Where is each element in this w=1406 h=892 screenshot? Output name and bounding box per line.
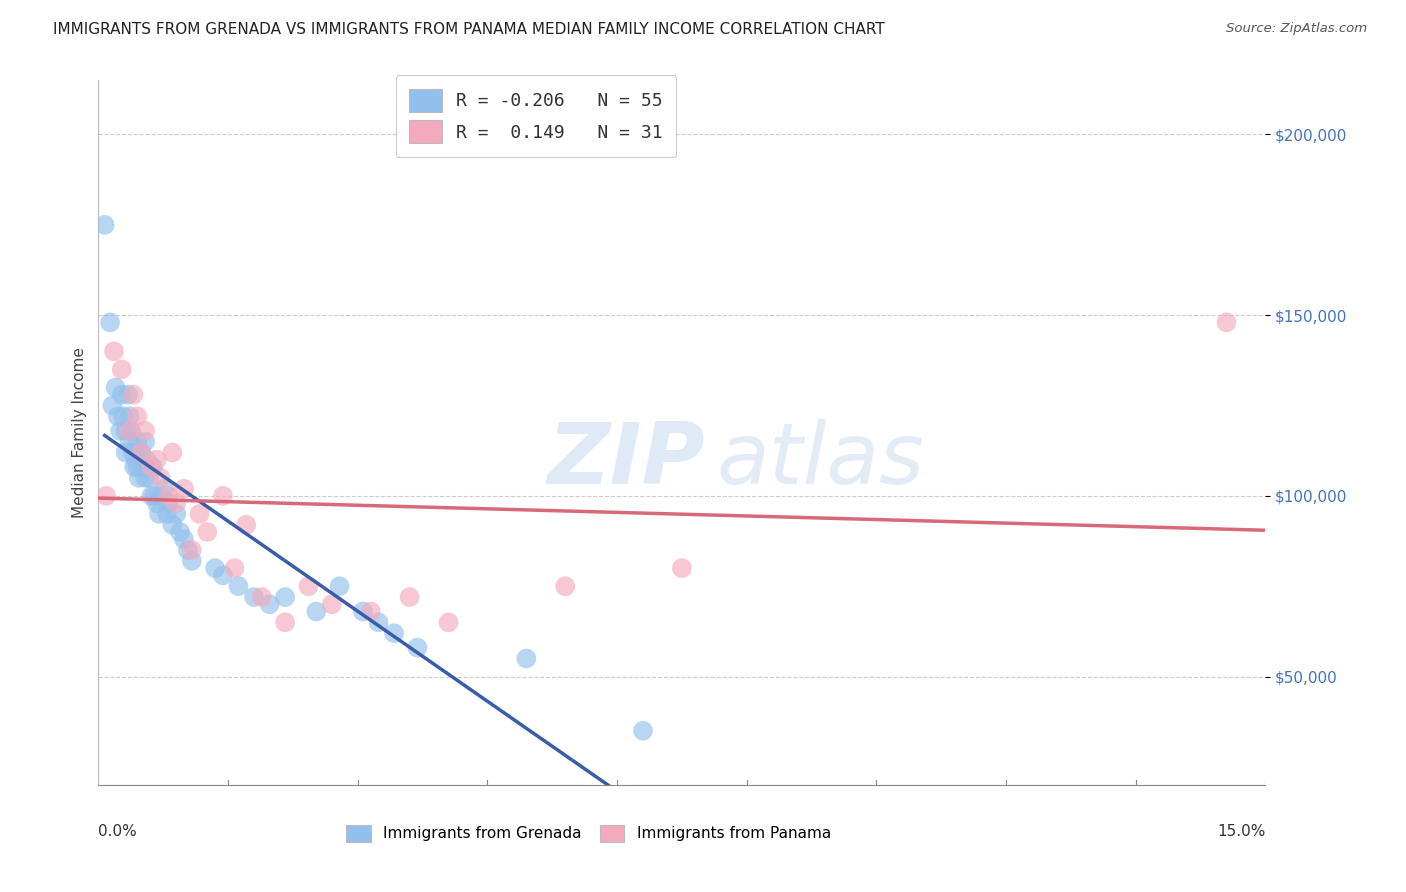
Point — [141, 459, 163, 474]
Point — [146, 496, 169, 510]
Point — [148, 507, 170, 521]
Point — [360, 605, 382, 619]
Point — [173, 482, 195, 496]
Point — [631, 723, 654, 738]
Point — [297, 579, 319, 593]
Point — [195, 524, 218, 539]
Point — [406, 640, 429, 655]
Point — [329, 579, 352, 593]
Text: IMMIGRANTS FROM GRENADA VS IMMIGRANTS FROM PANAMA MEDIAN FAMILY INCOME CORRELATI: IMMIGRANTS FROM GRENADA VS IMMIGRANTS FR… — [53, 22, 886, 37]
Point — [671, 561, 693, 575]
Point — [250, 590, 273, 604]
Point — [146, 452, 169, 467]
Point — [180, 554, 202, 568]
Point — [134, 434, 156, 449]
Point — [118, 424, 141, 438]
Point — [305, 605, 328, 619]
Point — [108, 424, 131, 438]
Point — [156, 507, 179, 521]
Text: atlas: atlas — [717, 419, 925, 502]
Text: ZIP: ZIP — [547, 419, 706, 502]
Y-axis label: Median Family Income: Median Family Income — [72, 347, 87, 518]
Point — [437, 615, 460, 630]
Point — [120, 424, 142, 438]
Point — [157, 496, 180, 510]
Point — [321, 597, 343, 611]
Point — [114, 445, 136, 459]
Point — [259, 597, 281, 611]
Point — [104, 380, 127, 394]
Point — [98, 315, 121, 329]
Point — [149, 471, 172, 485]
Point — [103, 344, 125, 359]
Point — [107, 409, 129, 424]
Point — [129, 445, 152, 459]
Point — [352, 605, 374, 619]
Point — [169, 524, 191, 539]
Point — [224, 561, 246, 575]
Point — [127, 459, 149, 474]
Point — [515, 651, 537, 665]
Point — [188, 507, 211, 521]
Point — [212, 568, 235, 582]
Point — [134, 471, 156, 485]
Point — [157, 489, 180, 503]
Point — [117, 387, 139, 401]
Point — [129, 445, 152, 459]
Point — [96, 489, 118, 503]
Point — [243, 590, 266, 604]
Legend: Immigrants from Grenada, Immigrants from Panama: Immigrants from Grenada, Immigrants from… — [340, 819, 837, 847]
Point — [93, 218, 115, 232]
Point — [162, 445, 184, 459]
Point — [111, 362, 134, 376]
Point — [165, 507, 187, 521]
Point — [127, 409, 149, 424]
Point — [398, 590, 420, 604]
Point — [125, 452, 148, 467]
Point — [228, 579, 250, 593]
Point — [382, 626, 405, 640]
Point — [114, 424, 136, 438]
Point — [118, 434, 141, 449]
Point — [173, 533, 195, 547]
Point — [142, 459, 165, 474]
Point — [153, 482, 176, 496]
Text: Source: ZipAtlas.com: Source: ZipAtlas.com — [1226, 22, 1367, 36]
Point — [235, 517, 257, 532]
Point — [274, 615, 297, 630]
Point — [180, 543, 202, 558]
Point — [111, 387, 134, 401]
Point — [204, 561, 226, 575]
Point — [112, 409, 135, 424]
Point — [135, 452, 157, 467]
Point — [127, 434, 149, 449]
Text: 15.0%: 15.0% — [1218, 823, 1265, 838]
Point — [141, 489, 163, 503]
Point — [212, 489, 235, 503]
Point — [177, 543, 200, 558]
Point — [554, 579, 576, 593]
Point — [1215, 315, 1237, 329]
Point — [143, 489, 166, 503]
Point — [132, 459, 155, 474]
Point — [122, 387, 145, 401]
Point — [134, 424, 156, 438]
Point — [138, 471, 160, 485]
Text: 0.0%: 0.0% — [98, 823, 138, 838]
Point — [274, 590, 297, 604]
Point — [165, 496, 187, 510]
Point — [122, 459, 145, 474]
Point — [121, 445, 143, 459]
Point — [149, 489, 172, 503]
Point — [367, 615, 389, 630]
Point — [162, 517, 184, 532]
Point — [128, 471, 150, 485]
Point — [118, 409, 141, 424]
Point — [101, 399, 124, 413]
